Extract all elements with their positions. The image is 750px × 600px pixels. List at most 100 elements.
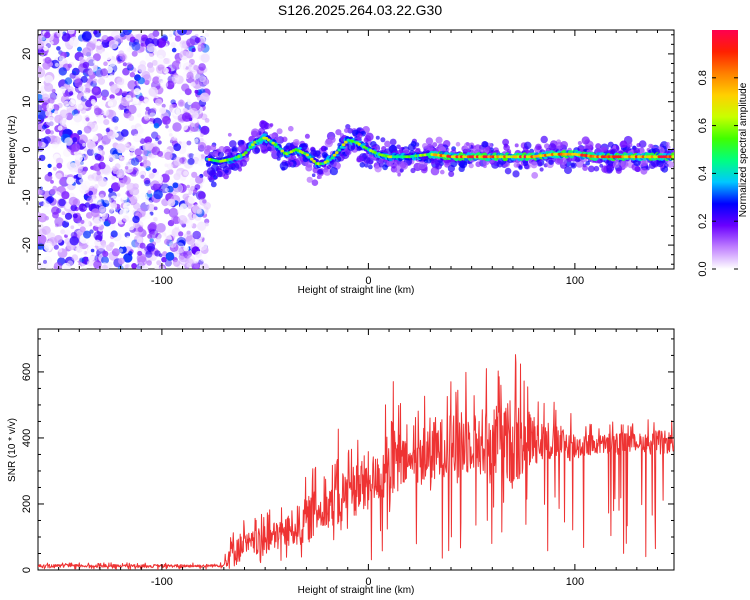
noise-blob <box>46 195 55 204</box>
noise-blob <box>93 184 99 189</box>
noise-blob <box>172 156 183 167</box>
noise-blob <box>122 67 130 76</box>
noise-blob <box>74 264 82 269</box>
noise-blob <box>186 263 191 268</box>
ridge-halo-blob <box>463 142 472 150</box>
ridge-halo-blob <box>666 145 671 150</box>
noise-blob <box>64 229 71 236</box>
noise-blob <box>171 74 180 83</box>
noise-blob <box>69 36 79 47</box>
ridge-peak-blob <box>341 143 346 147</box>
ridge-halo-blob <box>585 160 590 166</box>
snr-x-ticks: -100 0 100 <box>58 329 658 588</box>
ridge-halo-blob <box>210 144 217 151</box>
noise-blob <box>176 236 186 247</box>
noise-blob <box>132 215 140 224</box>
noise-blob <box>100 68 108 77</box>
noise-blob <box>165 80 175 90</box>
noise-blob <box>148 51 155 57</box>
noise-blob <box>82 47 92 56</box>
noise-blob <box>102 199 110 207</box>
noise-blob <box>136 126 144 134</box>
ridge-halo-blob <box>363 156 371 164</box>
noise-blob <box>95 68 106 79</box>
ridge-halo-blob <box>607 141 614 148</box>
ridge-halo-blob <box>269 123 274 127</box>
noise-blob <box>108 188 113 193</box>
noise-blob <box>179 157 185 163</box>
noise-blob <box>170 41 176 48</box>
noise-blob <box>156 260 162 266</box>
ridge-halo-blob <box>397 172 401 177</box>
ridge-halo-blob <box>254 147 260 154</box>
noise-blob <box>151 146 161 156</box>
snr-x-label: Height of straight line (km) <box>298 585 415 596</box>
noise-blob <box>139 46 145 53</box>
ridge-peak-blob <box>330 156 335 160</box>
ridge-halo-blob <box>518 165 523 170</box>
ridge-halo-blob <box>378 158 384 164</box>
spectrogram-x-label: Height of straight line (km) <box>298 285 415 296</box>
noise-blob <box>163 225 174 236</box>
ridge-halo-blob <box>217 151 224 158</box>
noise-blob <box>77 46 82 52</box>
noise-blob <box>79 249 85 255</box>
ridge-halo-blob <box>288 125 294 132</box>
ridge-halo-blob <box>239 159 247 167</box>
noise-blob <box>45 128 51 135</box>
noise-blob <box>183 249 192 259</box>
noise-blob <box>133 88 141 96</box>
noise-blob <box>94 197 102 205</box>
noise-blob <box>78 56 84 62</box>
noise-blob <box>177 248 183 254</box>
noise-blob <box>92 217 103 228</box>
noise-blob <box>131 41 141 51</box>
noise-blob <box>144 98 149 104</box>
noise-blob <box>168 33 173 38</box>
noise-blob <box>94 153 102 161</box>
noise-blob <box>79 226 86 233</box>
noise-blob <box>88 190 94 196</box>
spectrogram-y-ticks: -20 -10 0 10 20 <box>21 34 674 265</box>
noise-blob <box>55 172 63 180</box>
noise-blob <box>81 31 92 42</box>
ridge-halo-blob <box>502 138 509 146</box>
y-tick-label: 0 <box>21 146 33 152</box>
ridge-halo-blob <box>417 161 427 170</box>
ridge-halo-blob <box>458 165 465 172</box>
noise-blob <box>77 172 83 178</box>
ridge-halo-blob <box>425 137 434 145</box>
ridge-halo-blob <box>504 167 512 175</box>
noise-blob <box>44 56 52 64</box>
noise-blob <box>87 69 94 76</box>
noise-blob <box>42 200 50 208</box>
noise-blob <box>65 202 72 210</box>
noise-blob <box>137 256 148 266</box>
noise-blob <box>42 164 49 171</box>
noise-blob <box>191 47 196 53</box>
ridge-halo-blob <box>620 160 629 169</box>
noise-blob <box>164 151 173 160</box>
noise-blob <box>154 250 161 257</box>
noise-blob <box>150 180 160 191</box>
ridge-halo-blob <box>426 158 432 164</box>
noise-blob <box>49 188 56 195</box>
noise-blob <box>60 229 66 235</box>
noise-blob <box>57 125 63 131</box>
noise-blob <box>157 140 162 145</box>
ridge-halo-blob <box>386 160 393 167</box>
noise-blob <box>72 213 78 219</box>
noise-blob <box>187 158 195 166</box>
y-tick-label: 20 <box>21 48 33 60</box>
noise-blob <box>101 212 109 220</box>
noise-blob <box>179 122 189 131</box>
noise-blob <box>129 72 136 78</box>
x-tick-label: 0 <box>365 275 371 287</box>
noise-blob <box>133 221 140 229</box>
x-tick-label: 100 <box>566 576 584 588</box>
ridge-halo-blob <box>459 162 465 168</box>
noise-blob <box>138 216 148 226</box>
ridge-peak-blob <box>310 157 314 161</box>
ridge-halo-blob <box>564 166 572 175</box>
noise-blob <box>74 79 83 88</box>
